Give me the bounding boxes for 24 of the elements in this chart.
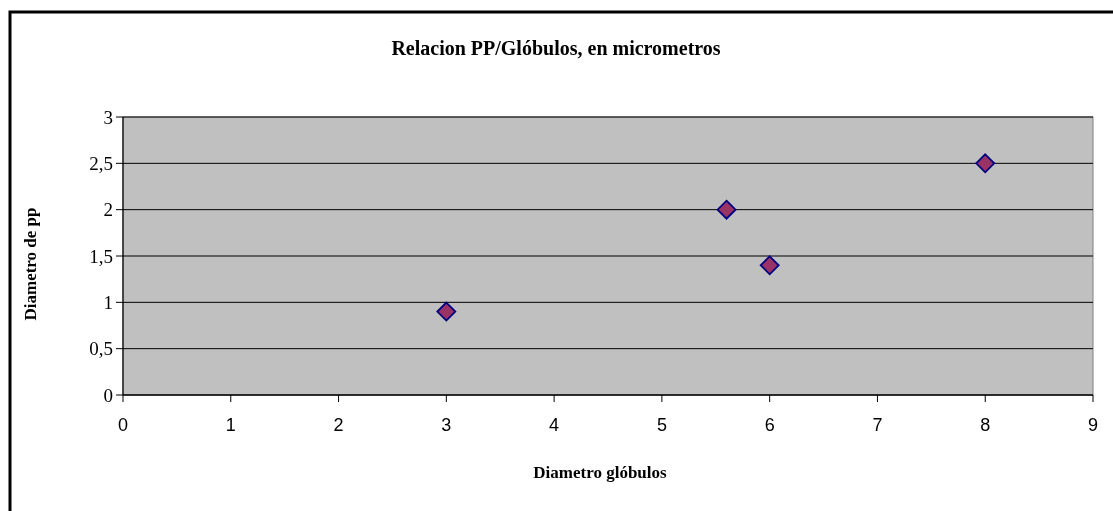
y-tick-label: 1: [103, 291, 113, 313]
point: [975, 153, 996, 174]
x-tick-label: 7: [872, 415, 883, 435]
y-tick-label: 3: [103, 106, 113, 128]
x-tick-label: 0: [117, 415, 129, 435]
x-tick-label: 1: [225, 415, 236, 435]
x-tick-label: 4: [549, 415, 560, 435]
point: [759, 255, 780, 276]
x-tick-label: 3: [441, 415, 452, 435]
x-tick-label: 6: [764, 415, 775, 435]
chart-title: Relacion PP/Glóbulos, en micrometros: [391, 37, 721, 59]
point: [716, 199, 737, 220]
x-tick-label: 8: [980, 415, 991, 435]
x-tick-label: 2: [333, 415, 344, 435]
y-axis-title: Diametro de pp: [21, 207, 40, 321]
y-tick-label: 2: [103, 199, 113, 221]
y-tick-label: 0: [103, 384, 113, 406]
point: [436, 301, 457, 322]
x-axis-title: Diametro glóbulos: [533, 463, 668, 482]
y-tick-label: 1,5: [89, 245, 113, 267]
y-tick-label: 0,5: [89, 338, 113, 360]
y-tick-label: 2,5: [89, 152, 113, 174]
x-tick-label: 9: [1087, 415, 1099, 435]
x-tick-label: 5: [656, 415, 667, 435]
